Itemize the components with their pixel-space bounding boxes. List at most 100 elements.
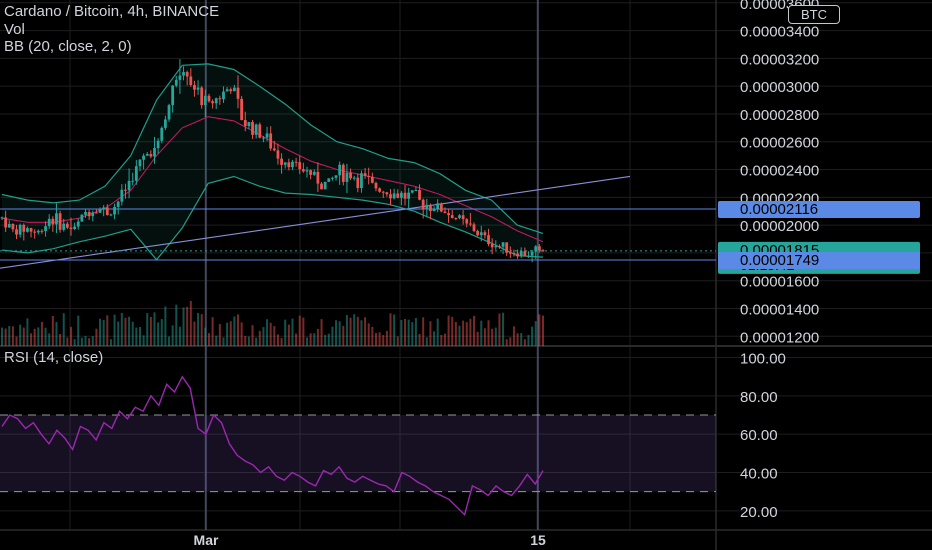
candle-body — [142, 155, 146, 160]
volume-bar — [374, 332, 377, 346]
candle-body — [370, 176, 374, 183]
volume-bar — [389, 313, 392, 346]
volume-bar — [516, 333, 519, 346]
trendlines[interactable] — [0, 175, 716, 269]
candle-body — [0, 217, 4, 219]
candle-body — [287, 162, 291, 168]
volume-bar — [168, 336, 171, 346]
candle-body — [254, 124, 258, 135]
candle-body — [193, 85, 196, 90]
candle-body — [410, 190, 414, 193]
price-axis[interactable]: 0.000012000.000014000.000016000.00001800… — [718, 0, 920, 521]
volume-bar — [88, 338, 91, 346]
volume-bar — [342, 325, 345, 346]
bollinger-bands — [1, 63, 544, 261]
candle-body — [407, 192, 411, 199]
volume-bar — [193, 321, 196, 346]
volume-bar — [305, 337, 308, 346]
volume-bar — [393, 314, 396, 346]
bb-upper-line — [1, 63, 544, 234]
volume-bar — [440, 334, 443, 346]
volume-bar — [345, 314, 348, 346]
time-axis[interactable]: Mar 15 — [194, 532, 546, 548]
candle-body — [109, 214, 113, 216]
volume-bar — [229, 321, 232, 346]
volume-bar — [498, 313, 501, 346]
currency-badge[interactable]: BTC — [788, 5, 840, 24]
time-tick-label: Mar — [194, 532, 219, 548]
price-label-box — [718, 251, 920, 269]
price-tick-label: 0.00003000 — [740, 79, 819, 96]
candle-body — [439, 203, 443, 212]
candle-body — [178, 75, 182, 80]
candle-body — [443, 211, 447, 214]
candle-body — [472, 224, 476, 231]
volume-bar — [324, 334, 327, 346]
price-tick-label: 0.00003400 — [740, 24, 819, 41]
volume-bar — [160, 319, 163, 346]
candle-body — [236, 87, 240, 99]
candle-body — [429, 204, 432, 212]
candle-body — [436, 203, 440, 209]
volume-bar — [26, 318, 29, 346]
volume-bar — [385, 330, 388, 346]
volume-bar — [447, 315, 450, 346]
volume-bar — [62, 313, 65, 346]
candle-body — [403, 192, 407, 199]
candle-body — [47, 218, 51, 227]
candle-body — [516, 253, 519, 257]
volume-bar — [338, 321, 341, 346]
candle-body — [98, 209, 102, 213]
candle-body — [7, 223, 11, 228]
candle-body — [200, 87, 204, 106]
candle-body — [392, 193, 396, 199]
bollinger-label: BB (20, close, 2, 0) — [4, 38, 132, 55]
candle-body — [334, 175, 338, 178]
candle-body — [483, 232, 487, 236]
candle-body — [26, 228, 29, 232]
candle-body — [396, 193, 400, 198]
volume-bar — [273, 326, 276, 346]
volume-bar — [48, 333, 51, 346]
candle-body — [331, 177, 334, 179]
volume-bar — [171, 325, 174, 346]
candle-body — [305, 170, 309, 172]
candle-body — [280, 158, 283, 165]
volume-bar — [135, 327, 138, 346]
candle-body — [432, 208, 436, 212]
candle-body — [345, 172, 349, 182]
candle-body — [156, 140, 160, 149]
volume-bar — [505, 339, 508, 346]
rsi-tick-label: 60.00 — [740, 427, 778, 444]
candle-body — [240, 98, 244, 121]
candle-body — [490, 244, 494, 248]
candle-body — [381, 191, 385, 193]
candle-body — [218, 98, 222, 100]
volume-bar — [95, 328, 98, 346]
volume-bar — [84, 335, 87, 346]
candle-body — [222, 91, 225, 100]
candle-body — [225, 89, 229, 92]
volume-bar — [189, 300, 192, 346]
candle-body — [102, 207, 106, 210]
candle-body — [36, 230, 40, 233]
candle-body — [95, 212, 98, 214]
volume-bar — [414, 317, 417, 346]
volume-bar — [451, 316, 454, 346]
candle-body — [251, 122, 254, 135]
volume-bar — [146, 313, 149, 346]
candle-body — [62, 223, 66, 230]
candle-body — [84, 211, 87, 215]
candle-body — [338, 164, 342, 176]
candlesticks — [0, 59, 545, 263]
volume-bar — [15, 336, 18, 346]
volume-bar — [120, 312, 123, 346]
volume-bar — [527, 335, 530, 346]
volume-bar — [483, 328, 486, 346]
volume-bar — [8, 326, 11, 346]
candle-body — [258, 124, 262, 138]
rising-trendline — [0, 175, 631, 269]
volume-bar — [396, 336, 399, 346]
volume-bar — [247, 336, 250, 346]
